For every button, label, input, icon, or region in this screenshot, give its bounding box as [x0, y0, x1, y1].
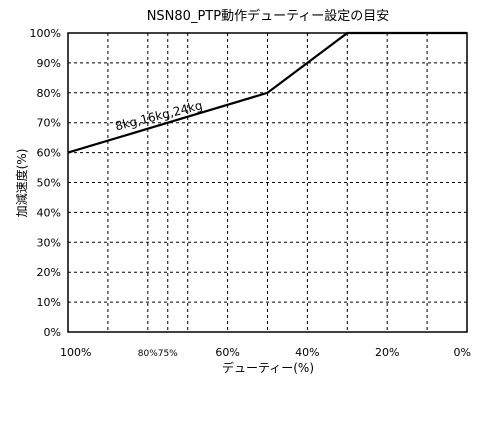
y-tick-label: 100%: [30, 27, 61, 40]
x-tick-label: 60%: [215, 346, 239, 359]
y-tick-labels: 0% 10% 20% 30% 40% 50% 60% 70% 80% 90% 100%: [30, 27, 61, 339]
y-tick-label: 40%: [37, 206, 61, 219]
grid: [68, 33, 467, 332]
x-tick-label: 40%: [295, 346, 319, 359]
y-tick-label: 80%: [37, 87, 61, 100]
plot-frame: [67, 32, 468, 333]
x-tick-label: 75%: [158, 349, 178, 359]
y-tick-label: 70%: [37, 117, 61, 130]
y-tick-label: 0%: [44, 326, 61, 339]
x-tick-label: 20%: [375, 346, 399, 359]
y-tick-label: 20%: [37, 266, 61, 279]
x-tick-label: 0%: [454, 346, 471, 359]
series-group: [67, 31, 467, 154]
y-tick-label: 60%: [37, 147, 61, 160]
x-tick-label: 100%: [60, 346, 91, 359]
y-axis-label: 加減速度(%): [14, 149, 29, 218]
y-tick-label: 50%: [37, 177, 61, 190]
x-tick-label: 80%: [138, 349, 158, 359]
chart-title: NSN80_PTP動作デューティー設定の目安: [147, 8, 390, 24]
y-tick-label: 90%: [37, 57, 61, 70]
x-tick-labels: 100% 80% 75% 60% 40% 20% 0%: [60, 346, 471, 359]
x-axis-label: デューティー(%): [222, 360, 314, 375]
series-line: [67, 31, 467, 154]
y-tick-label: 10%: [37, 296, 61, 309]
y-tick-label: 30%: [37, 236, 61, 249]
